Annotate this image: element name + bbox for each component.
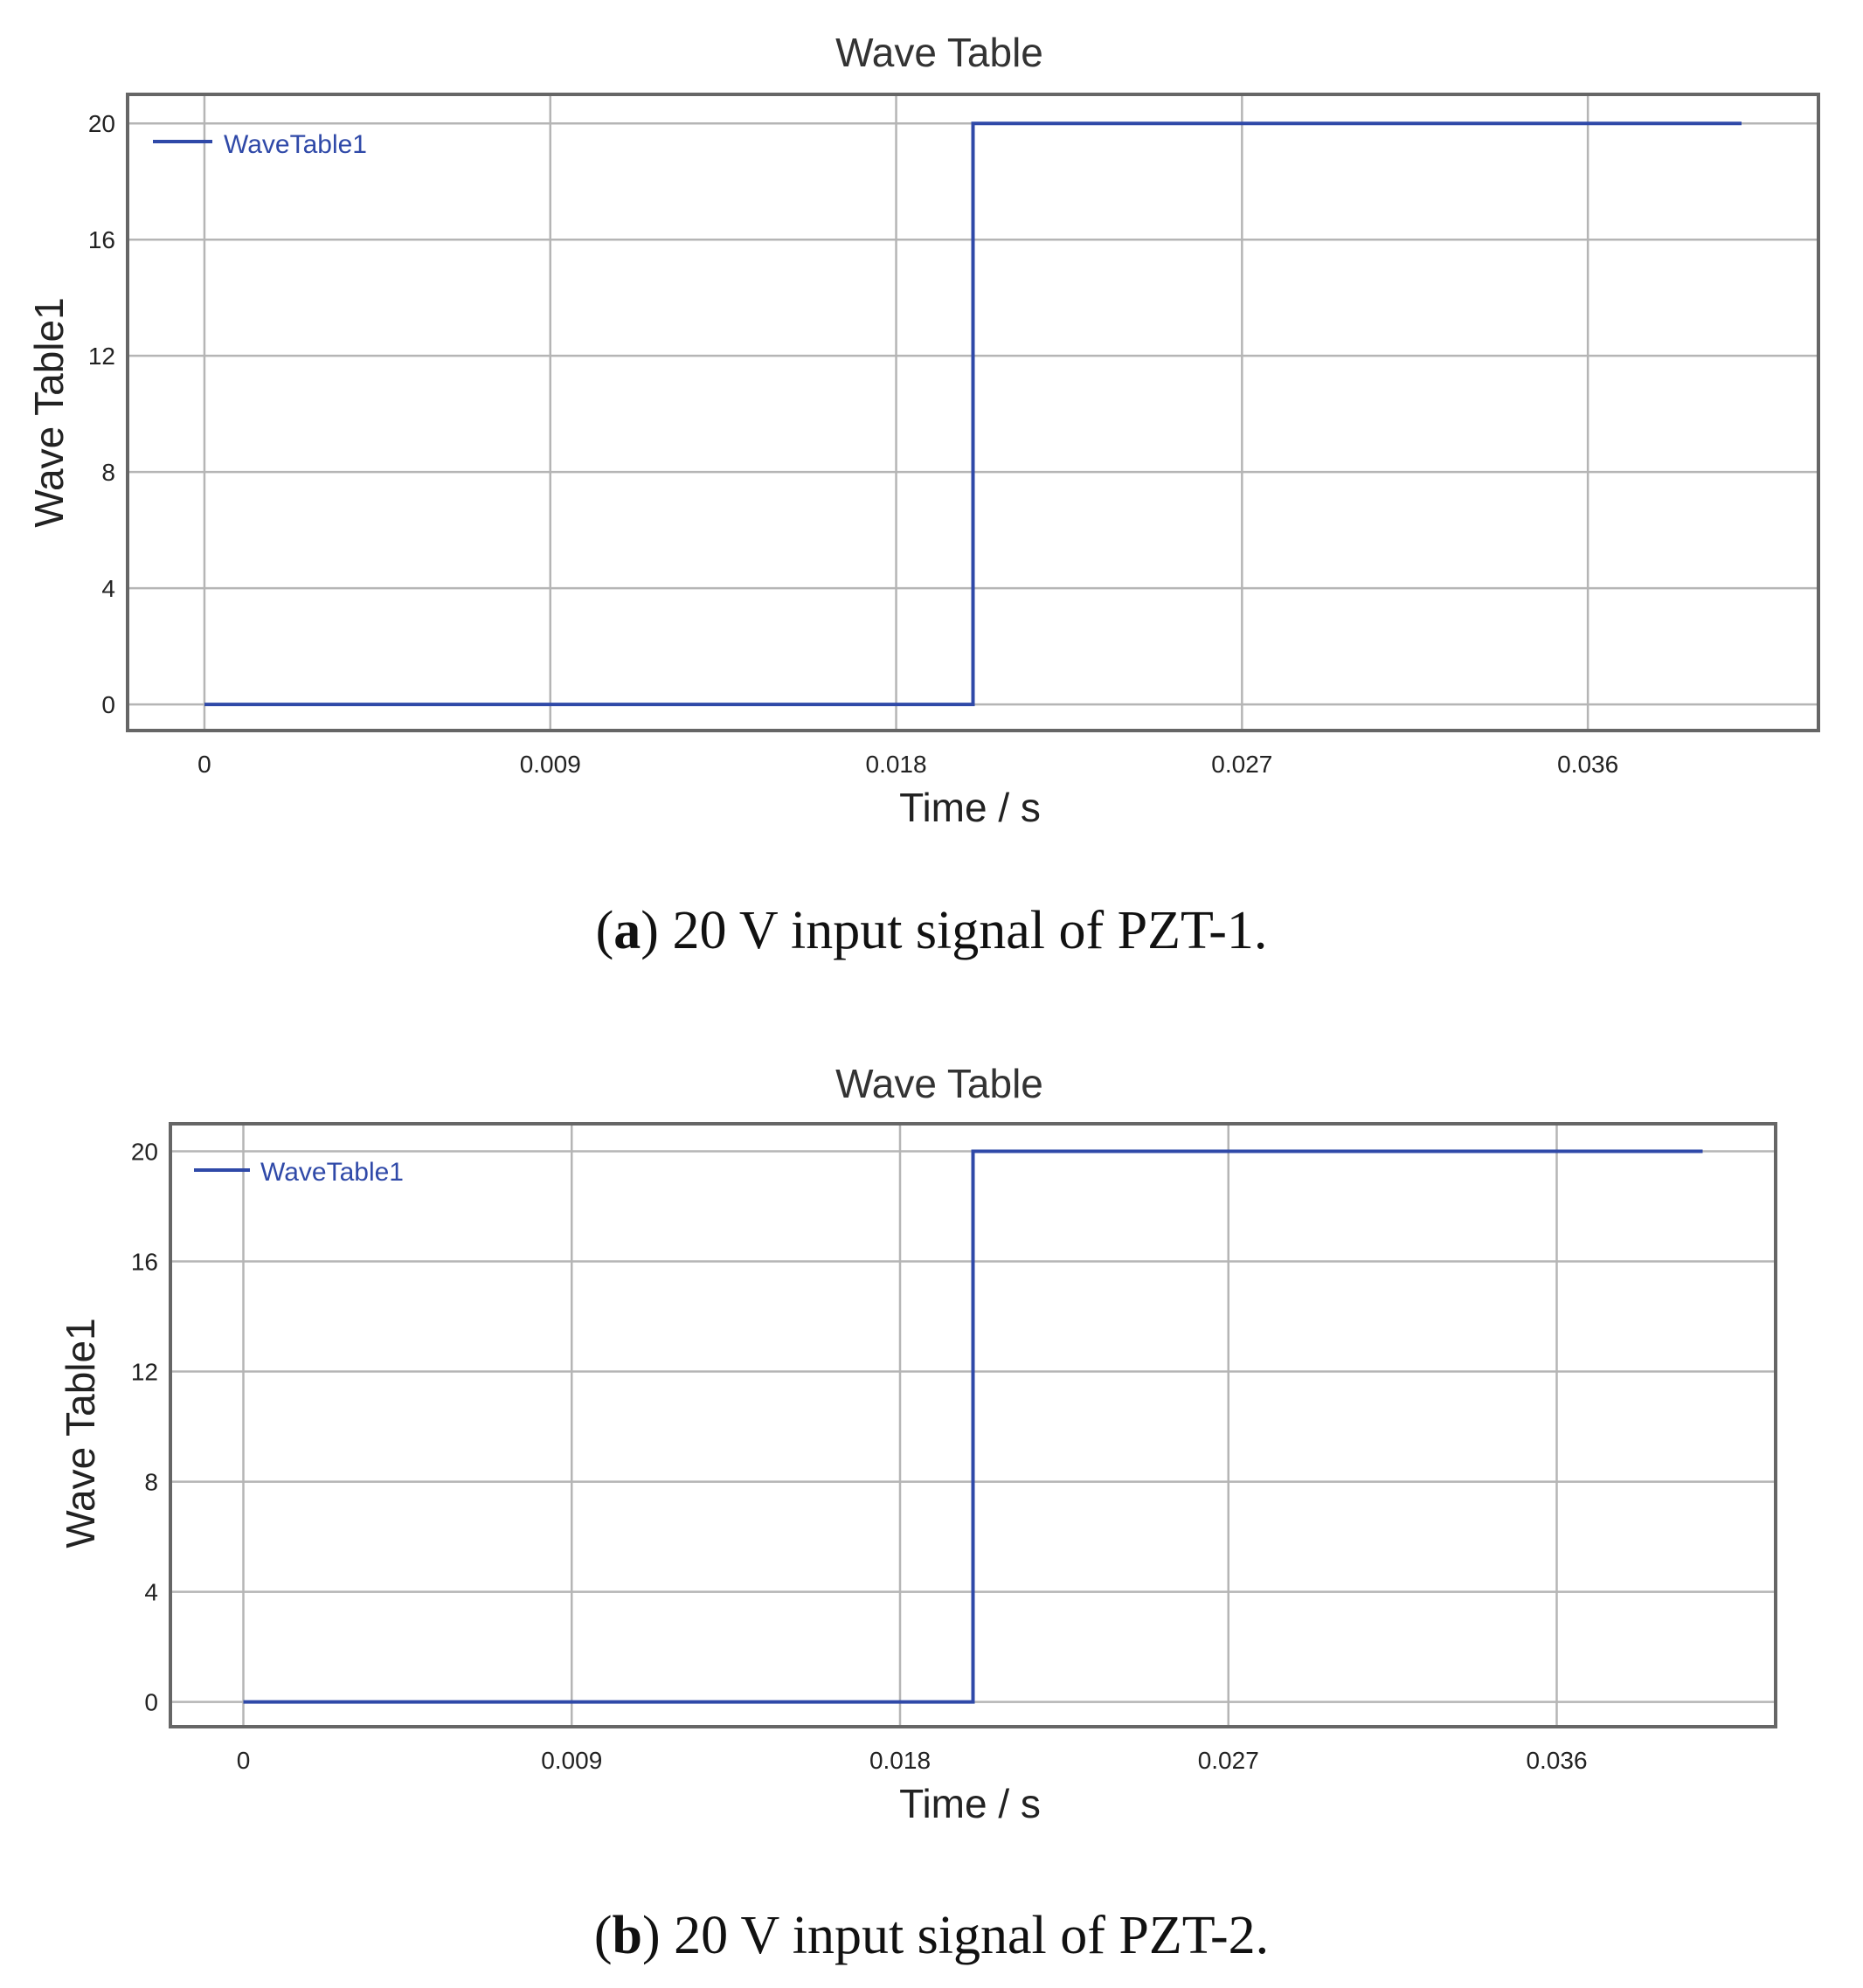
x-tick-label: 0.009	[541, 1747, 602, 1774]
y-tick-label: 8	[101, 459, 115, 486]
chart-title: Wave Table	[835, 1061, 1043, 1106]
x-tick-labels: 0 0.009 0.018 0.027 0.036	[237, 1747, 1588, 1774]
y-tick-label: 4	[101, 575, 115, 602]
chart-b: Wave Table 0 4 8 12 16 20 0 0.009 0.018 0.027 0.0…	[58, 1061, 1777, 1826]
x-axis-label: Time / s	[899, 785, 1041, 830]
plot-frame	[169, 1122, 1777, 1728]
x-tick-labels: 0 0.009 0.018 0.027 0.036	[197, 751, 1618, 778]
x-tick-label: 0.027	[1198, 1747, 1259, 1774]
y-tick-label: 4	[144, 1579, 158, 1606]
x-tick-label: 0	[237, 1747, 251, 1774]
chart-a: Wave Table 0 4 8 12 16 20 0 0.009 0.018 0.027 0.0…	[26, 30, 1820, 830]
y-axis-label: Wave Table1	[26, 297, 72, 527]
legend: WaveTable1	[194, 1158, 404, 1187]
series-line-wavetable1	[243, 1149, 1703, 1704]
caption-letter: b	[612, 1906, 643, 1965]
x-tick-label: 0.018	[866, 751, 927, 778]
x-tick-label: 0.027	[1211, 751, 1272, 778]
series-line-wavetable1	[204, 121, 1742, 707]
x-tick-label: 0.009	[520, 751, 581, 778]
y-tick-label: 0	[101, 691, 115, 718]
legend-label: WaveTable1	[260, 1158, 404, 1187]
caption-text: ) 20 V input signal of PZT-2.	[642, 1906, 1270, 1965]
x-tick-label: 0.036	[1557, 751, 1618, 778]
y-tick-label: 20	[88, 110, 115, 137]
x-axis-label: Time / s	[899, 1781, 1041, 1826]
caption-letter: a	[613, 901, 641, 960]
series-layer	[243, 1149, 1703, 1704]
series-layer	[204, 121, 1742, 707]
y-tick-labels: 0 4 8 12 16 20	[88, 110, 115, 718]
y-tick-label: 0	[144, 1689, 158, 1716]
plot-frame	[126, 93, 1820, 732]
legend-label: WaveTable1	[224, 130, 367, 159]
x-tick-label: 0.036	[1526, 1747, 1587, 1774]
legend: WaveTable1	[153, 130, 367, 159]
caption-text: ) 20 V input signal of PZT-1.	[641, 901, 1268, 960]
caption-a: (a) 20 V input signal of PZT-1.	[595, 901, 1268, 960]
y-tick-label: 16	[131, 1249, 158, 1276]
y-tick-label: 20	[131, 1139, 158, 1166]
y-tick-label: 16	[88, 226, 115, 253]
x-tick-label: 0.018	[869, 1747, 931, 1774]
x-tick-label: 0	[197, 751, 211, 778]
caption-b: (b) 20 V input signal of PZT-2.	[593, 1906, 1270, 1965]
y-tick-label: 12	[131, 1359, 158, 1386]
y-axis-label: Wave Table1	[58, 1318, 103, 1548]
y-tick-labels: 0 4 8 12 16 20	[131, 1139, 158, 1716]
y-tick-label: 12	[88, 343, 115, 370]
y-tick-label: 8	[144, 1469, 158, 1496]
chart-title: Wave Table	[835, 30, 1043, 75]
